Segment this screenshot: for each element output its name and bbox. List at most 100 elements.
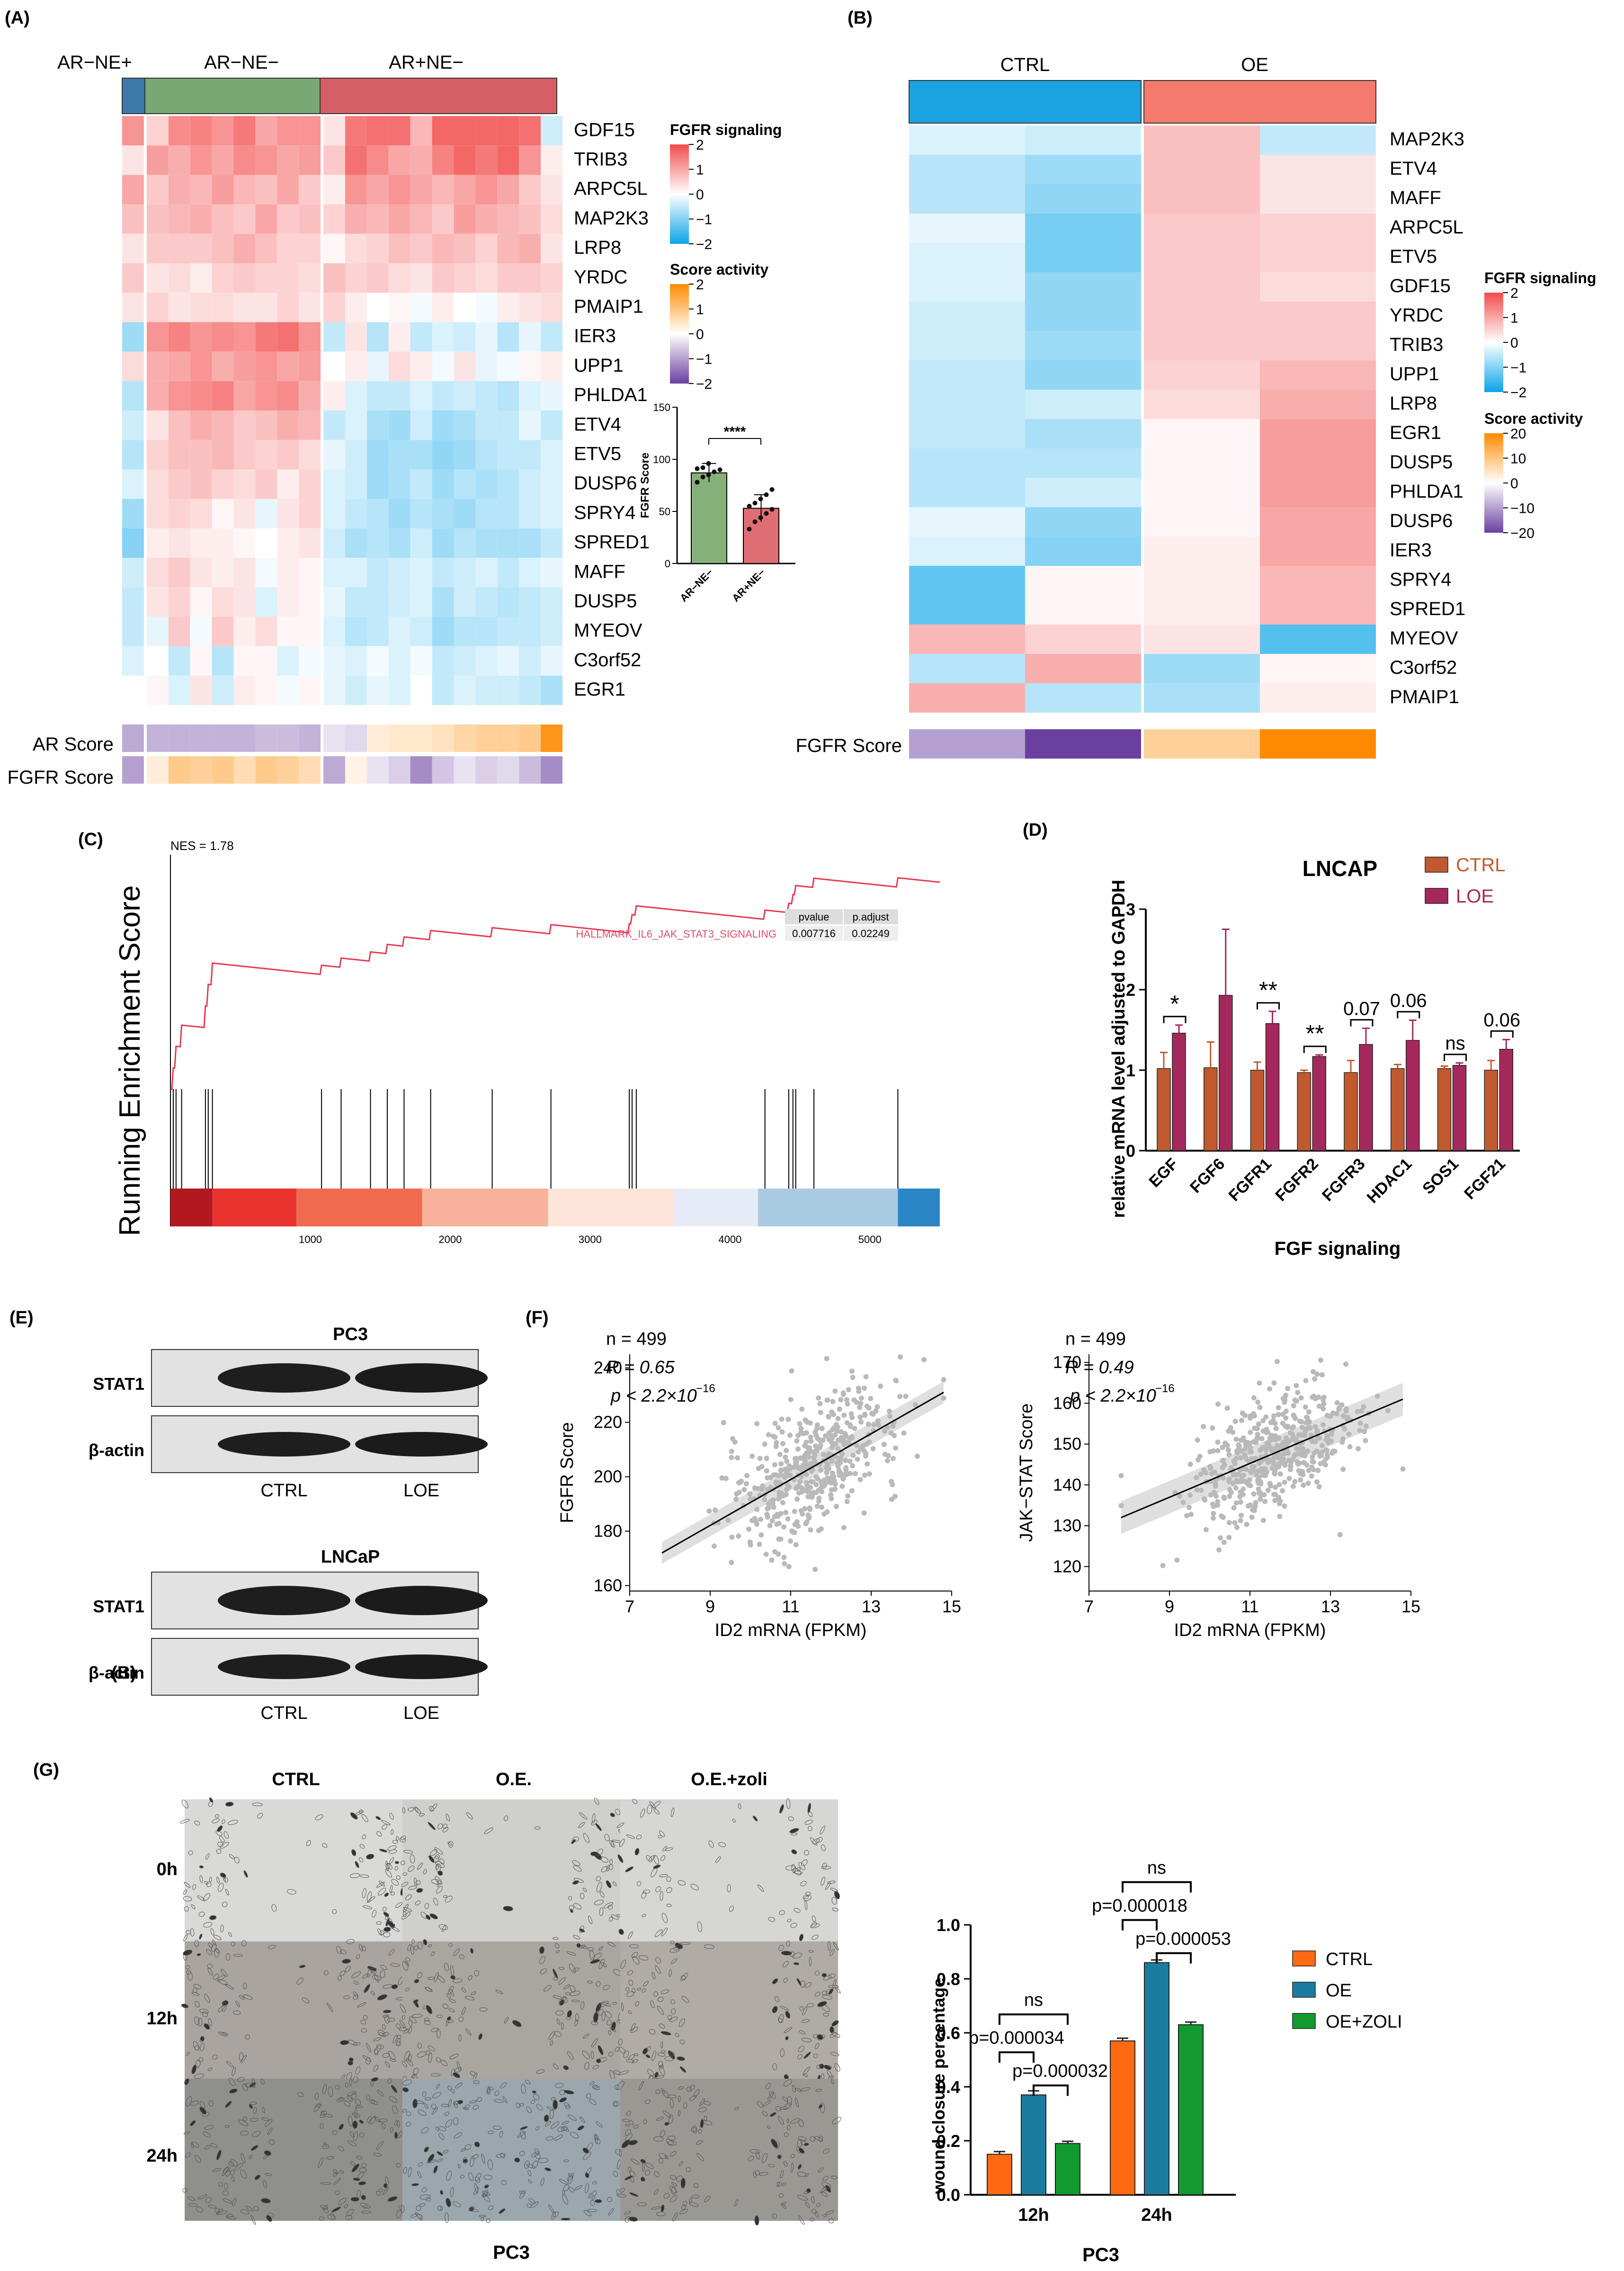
legend-tick-label: −20 [1510,526,1535,541]
scatter-point [763,1552,769,1557]
cell-mark [607,1941,616,1947]
cell-mark [768,2164,775,2167]
cell-mark [470,2156,474,2167]
cell-mark [391,1892,395,1895]
heatmap-cell [454,440,476,470]
cell-mark [590,2200,595,2206]
scatter-point [1337,1532,1343,1538]
cell-mark [651,1972,656,1980]
cell-mark [660,2041,663,2048]
heatmap-cell [146,646,169,676]
scatter-point [820,1438,826,1443]
heatmap-cell [277,145,299,175]
heatmap-cell [255,263,277,293]
cell-mark [595,2134,598,2140]
gsea-x-tick: 5000 [858,1234,882,1245]
heatmap-cell [909,625,1025,654]
cell-mark [654,2072,659,2078]
cell-mark [756,2151,760,2160]
cell-mark [801,1859,808,1867]
legend-swatch-loe [1425,888,1448,904]
scatter-point [887,1413,893,1419]
scatter-point [744,1473,750,1478]
cell-mark [438,1924,448,1930]
score-cell [1144,729,1260,759]
scatter-point [747,1539,753,1545]
cell-mark [696,2153,704,2162]
cell-mark [653,2136,664,2142]
cell-mark [609,1916,613,1922]
scatter-point [1273,1433,1278,1439]
cell-mark [271,1904,277,1912]
cell-mark [554,2134,563,2141]
heatmap-cell [541,263,562,293]
cell-mark [380,1965,387,1970]
scatter-point [782,1561,787,1566]
blot2-row-stat1: STAT1 [93,1597,144,1616]
cell-mark [326,2156,334,2160]
score-cell [255,756,277,784]
scatter-point [733,1496,739,1502]
heatmap-cell [168,587,190,617]
cell-mark [242,2117,248,2121]
cell-mark [226,2214,233,2218]
cell-mark [366,2095,370,2101]
cell-mark [520,2126,528,2130]
scatter-point [1253,1456,1258,1461]
cell-mark [378,2032,384,2037]
scatter-point [1211,1511,1216,1516]
heatmap-cell [345,469,367,499]
heatmap-cell [432,499,454,528]
heatmap-cell [190,617,212,646]
cell-mark [220,1842,229,1849]
cell-mark [569,2187,574,2192]
cell-mark [660,1989,669,1994]
cell-mark [204,2125,214,2130]
heatmap-cell [410,558,432,588]
cell-mark [750,2149,760,2154]
cell-mark [363,2015,368,2020]
heatmap-cell [432,204,454,234]
scatter-point [723,1475,729,1481]
inset-point [712,469,717,474]
scatter-point [783,1510,789,1515]
cell-mark [356,2156,363,2160]
cell-mark [487,2159,493,2170]
cell-mark [243,1982,247,1989]
cell-mark [834,1891,840,1899]
cell-mark [254,2174,261,2180]
cell-mark [626,1834,635,1839]
cell-mark [830,2079,834,2084]
scatter-point [1297,1418,1303,1424]
cell-mark [784,2102,792,2110]
cell-mark [351,2092,357,2100]
cell-mark [561,2022,564,2030]
scatter-point [729,1448,734,1454]
cell-mark [618,1929,624,1935]
cell-mark [528,2179,532,2184]
scatter-point [870,1412,876,1417]
heatmap-cell [1260,360,1376,390]
cell-mark [536,2069,545,2074]
bar-loe [1265,1023,1280,1151]
cell-mark [822,2176,829,2182]
cell-mark [268,1945,276,1949]
heatmap-cell [122,293,144,322]
cell-mark [473,2080,480,2084]
scatter-point [774,1472,779,1478]
scatter-point [875,1418,881,1424]
heatmap-cell [212,469,234,499]
heatmap-cell [388,233,410,263]
gene-label: DUSP6 [574,473,637,494]
gene-label: MAP2K3 [574,208,649,229]
heatmap-cell [1025,625,1141,654]
cell-mark [661,1913,668,1923]
heatmap-cell [146,499,169,528]
cell-mark [382,2032,389,2037]
cell-mark [519,2190,526,2199]
scatter-point [803,1472,809,1477]
heatmap-cell [323,175,345,205]
cell-mark [636,1881,642,1887]
cell-mark [606,1880,612,1888]
heatmap-cell [299,116,321,146]
